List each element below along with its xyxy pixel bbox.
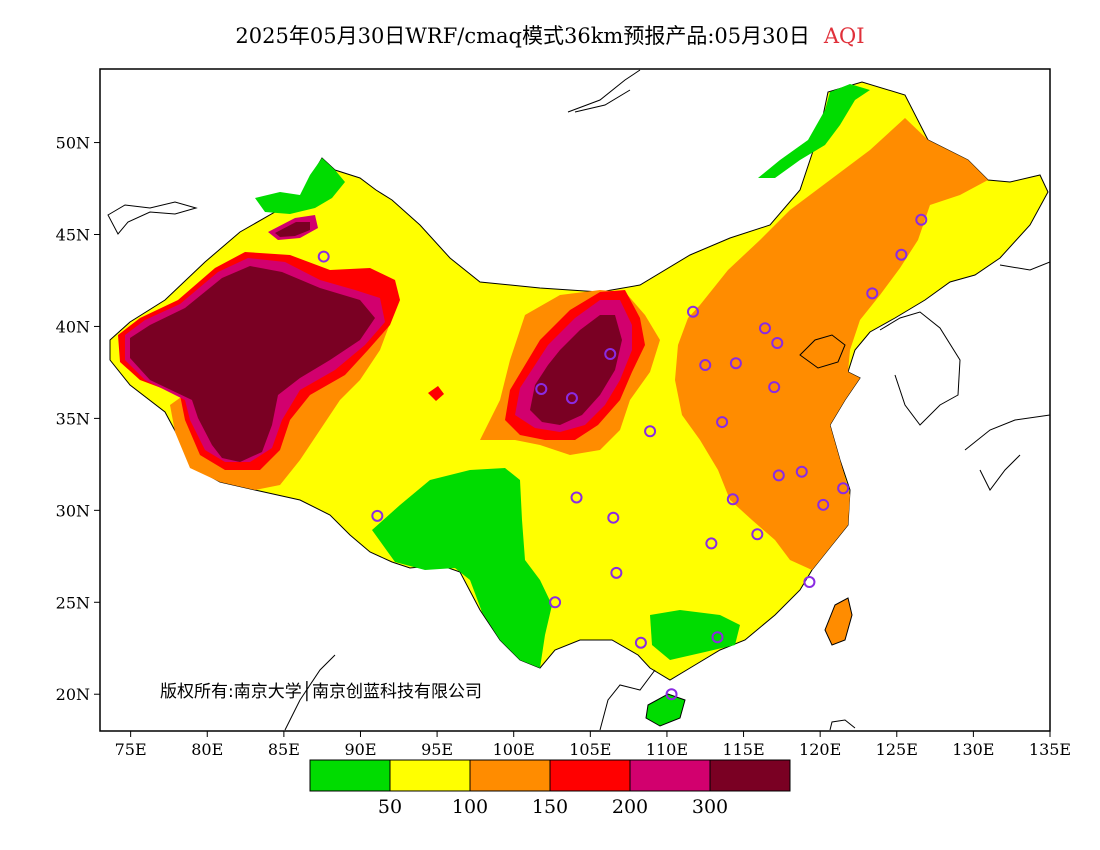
green-region-northwest (255, 158, 345, 214)
lat-tick-label: 25N (56, 593, 90, 612)
lat-tick-label: 40N (56, 317, 90, 336)
city-marker (726, 493, 739, 506)
legend-swatch (469, 759, 551, 792)
orange-region-taiwan (824, 597, 853, 646)
city-marker (716, 416, 729, 429)
korea-japan-coast (879, 261, 1050, 491)
maroon-region-central (530, 315, 622, 425)
city-marker (570, 491, 583, 504)
city-marker (535, 382, 548, 395)
city-marker (915, 213, 928, 226)
lon-tick-label: 110E (646, 740, 688, 759)
city-marker (317, 250, 330, 263)
city-marker (634, 636, 647, 649)
lat-tick-label: 35N (56, 409, 90, 428)
green-region-hainan (645, 693, 686, 727)
russia-coast-line (567, 69, 641, 113)
city-marker (644, 425, 657, 438)
city-marker (768, 381, 781, 394)
lon-tick-label: 95E (421, 740, 453, 759)
city-marker (759, 322, 771, 335)
southeast-asia-coast (284, 654, 656, 731)
green-region-southwest (372, 468, 552, 668)
legend-swatch (709, 759, 791, 792)
city-marker (866, 287, 879, 300)
longitude-axis: 75E 80E 85E 90E 95E 100E 105E 110E 115E 120E 125E 1… (115, 731, 1071, 759)
lon-tick-label: 115E (722, 740, 764, 759)
city-marker (895, 248, 908, 261)
city-marker (665, 688, 678, 701)
legend-label: 200 (612, 796, 648, 818)
map-frame (99, 68, 1051, 732)
city-markers (317, 213, 928, 701)
city-marker (711, 631, 724, 644)
city-marker (699, 359, 712, 372)
city-marker (751, 528, 764, 541)
legend-label: 50 (378, 796, 402, 818)
city-marker (803, 576, 816, 589)
city-marker (604, 348, 617, 361)
city-marker (565, 392, 578, 405)
lon-tick-label: 130E (952, 740, 994, 759)
city-marker (817, 498, 830, 511)
aqi-legend: 50 100 150 200 300 (309, 759, 791, 818)
lon-tick-label: 125E (876, 740, 918, 759)
green-region-south (650, 610, 740, 660)
lon-tick-label: 120E (799, 740, 841, 759)
city-marker (837, 482, 850, 495)
legend-swatch (549, 759, 631, 792)
title-variable: AQI (823, 24, 865, 48)
kazakhstan-lake-outline (107, 201, 198, 235)
legend-swatch (389, 759, 471, 792)
lat-tick-label: 30N (56, 501, 90, 520)
title-main: 2025年05月30日WRF/cmaq模式36km预报产品:05月30日 (235, 24, 810, 48)
philippines-outline (829, 719, 856, 731)
green-region-northeast (758, 84, 870, 178)
lat-tick-label: 20N (56, 685, 90, 704)
bohai-bay-outline (799, 334, 846, 369)
city-marker (705, 537, 718, 550)
city-marker (771, 336, 784, 349)
legend-label: 100 (452, 796, 488, 818)
map-title: 2025年05月30日WRF/cmaq模式36km预报产品:05月30日 AQI (0, 20, 1100, 50)
city-marker (549, 596, 562, 609)
city-marker (686, 305, 699, 318)
maroon-region-junggar (275, 222, 310, 237)
lon-tick-label: 90E (344, 740, 376, 759)
city-marker (371, 509, 384, 522)
lon-tick-label: 100E (493, 740, 535, 759)
city-marker (610, 566, 623, 579)
city-marker (607, 511, 620, 524)
legend-label: 150 (532, 796, 568, 818)
legend-swatch (629, 759, 711, 792)
maroon-region-taklimakan (130, 266, 375, 462)
legend-label: 300 (692, 796, 728, 818)
lon-tick-label: 105E (569, 740, 611, 759)
city-marker (772, 469, 785, 482)
city-marker (729, 357, 742, 370)
latitude-axis: 20N 25N 30N 35N 40N 45N 50N (56, 134, 100, 704)
orange-region-northeast-east (675, 118, 988, 570)
legend-swatch (309, 759, 391, 792)
red-spot-qinghai (428, 386, 444, 401)
map-panel (100, 69, 1050, 731)
lon-tick-label: 75E (115, 740, 147, 759)
lat-tick-label: 50N (56, 134, 90, 153)
copyright-text: 版权所有:南京大学│南京创蓝科技有限公司 (160, 681, 482, 702)
lon-tick-label: 135E (1029, 740, 1071, 759)
city-marker (795, 465, 808, 478)
lat-tick-label: 45N (56, 226, 90, 245)
lon-tick-label: 85E (268, 740, 300, 759)
lon-tick-label: 80E (191, 740, 223, 759)
